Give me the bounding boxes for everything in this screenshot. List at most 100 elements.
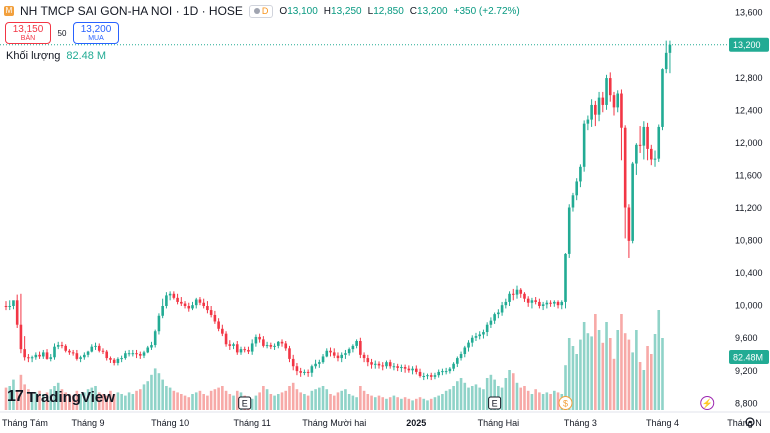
candle-body	[168, 293, 172, 296]
candle-body	[500, 305, 504, 313]
tradingview-wordmark: TradingView	[26, 388, 115, 406]
candle-body	[258, 336, 261, 340]
tradingview-logo[interactable]: 17 TradingView	[7, 388, 115, 406]
candle-body	[273, 345, 276, 347]
candle-body	[15, 300, 19, 325]
symbol-title[interactable]: NH TMCP SAI GON-HA NOI · 1D · HOSE	[20, 4, 243, 18]
volume-bar	[381, 397, 385, 410]
candle-body	[373, 363, 377, 365]
volume-bar	[530, 394, 534, 410]
event-marker-label: E	[242, 399, 248, 409]
close-label: C	[409, 5, 418, 17]
volume-bar	[564, 365, 567, 410]
volume-bar	[303, 394, 306, 410]
candle-body	[60, 345, 64, 347]
earnings-marker-icon	[488, 396, 502, 410]
buy-button[interactable]: 13,200 MUA	[73, 22, 119, 44]
candle-body	[142, 352, 146, 356]
candle-body	[27, 357, 30, 359]
close-value: 13,200	[417, 5, 448, 17]
volume-bar	[228, 394, 232, 410]
time-tick-label: Tháng 4	[646, 418, 679, 428]
settings-gear-icon	[745, 417, 755, 427]
candle-body	[504, 301, 508, 306]
volume-bar	[19, 374, 23, 410]
chart-settings[interactable]	[745, 417, 755, 427]
volume-bars	[4, 310, 664, 410]
volume-label: Khối lượng	[6, 50, 61, 62]
candle-body	[187, 305, 191, 309]
candle-body	[661, 69, 664, 127]
volume-bar	[135, 390, 138, 410]
candle-body	[407, 368, 411, 371]
candle-body	[582, 123, 586, 167]
volume-bar	[235, 390, 239, 410]
volume-bar	[351, 395, 355, 410]
candle-body	[653, 158, 657, 160]
volume-bar	[623, 333, 627, 410]
candle-body	[243, 349, 247, 351]
candle-body	[579, 166, 582, 182]
price-tick-label: 10,000	[735, 301, 763, 311]
time-tick-label: Tháng 11	[233, 418, 270, 428]
time-axis[interactable]: Tháng Tám Tháng 9 Tháng 10 Tháng 11 Tháng Mư…	[2, 418, 762, 428]
candle-body	[556, 301, 560, 306]
volume-bar	[370, 395, 373, 410]
volume-bar	[612, 358, 616, 410]
candle-body	[183, 303, 187, 306]
volume-value: 82.48 M	[66, 50, 107, 62]
volume-bar	[377, 395, 381, 410]
volume-bar	[415, 398, 418, 410]
volume-bar	[426, 400, 429, 410]
candle-body	[351, 345, 355, 350]
candle-body	[515, 289, 519, 295]
current-volume-label: 82.48M	[733, 353, 763, 363]
current-volume-label-bg	[729, 350, 769, 364]
candle-body	[314, 363, 317, 367]
volume-bar	[489, 374, 493, 410]
volume-bar	[642, 370, 646, 410]
volume-bar	[373, 397, 377, 410]
candle-body	[329, 350, 332, 353]
candle-body	[571, 195, 575, 208]
volume-legend[interactable]: Khối lượng 82.48 M	[6, 50, 106, 62]
volume-bar	[4, 387, 8, 410]
volume-bar	[90, 387, 94, 410]
volume-bar	[269, 394, 273, 410]
candle-body	[489, 320, 493, 325]
candle-body	[441, 371, 444, 373]
candle-body	[347, 349, 351, 354]
volume-bar	[94, 386, 97, 410]
volume-bar	[526, 390, 530, 410]
volume-bar	[60, 389, 64, 410]
candle-body	[90, 346, 94, 352]
volume-bar	[265, 389, 269, 410]
candle-body	[444, 371, 448, 373]
price-tick-label: 12,000	[735, 138, 763, 148]
time-tick-label: 2025	[406, 418, 426, 428]
candle-body	[34, 354, 38, 358]
volume-bar	[176, 392, 179, 410]
volume-bar	[403, 397, 407, 410]
candle-body	[403, 367, 407, 369]
candle-body	[12, 300, 15, 306]
price-axis[interactable]: 13,600 13,200 12,800 12,400 12,000 11,600 11,2…	[729, 8, 769, 409]
candle-body	[664, 52, 668, 70]
candle-body	[422, 375, 426, 377]
candle-body	[221, 328, 224, 334]
time-tick-label: Tháng Mười hai	[302, 418, 366, 428]
volume-bar	[75, 390, 79, 410]
volume-bar	[638, 362, 642, 410]
volume-bar	[198, 390, 202, 410]
volume-bar	[545, 392, 549, 410]
low-label: L	[367, 5, 374, 17]
candle-body	[657, 126, 661, 159]
data-status-badge[interactable]: D	[248, 4, 274, 18]
candle-body	[198, 299, 202, 303]
volume-bar	[276, 394, 280, 410]
volume-bar	[97, 392, 101, 410]
sell-button[interactable]: 13,150 BÁN	[5, 22, 51, 44]
candle-body	[42, 352, 45, 357]
volume-bar	[392, 395, 396, 410]
